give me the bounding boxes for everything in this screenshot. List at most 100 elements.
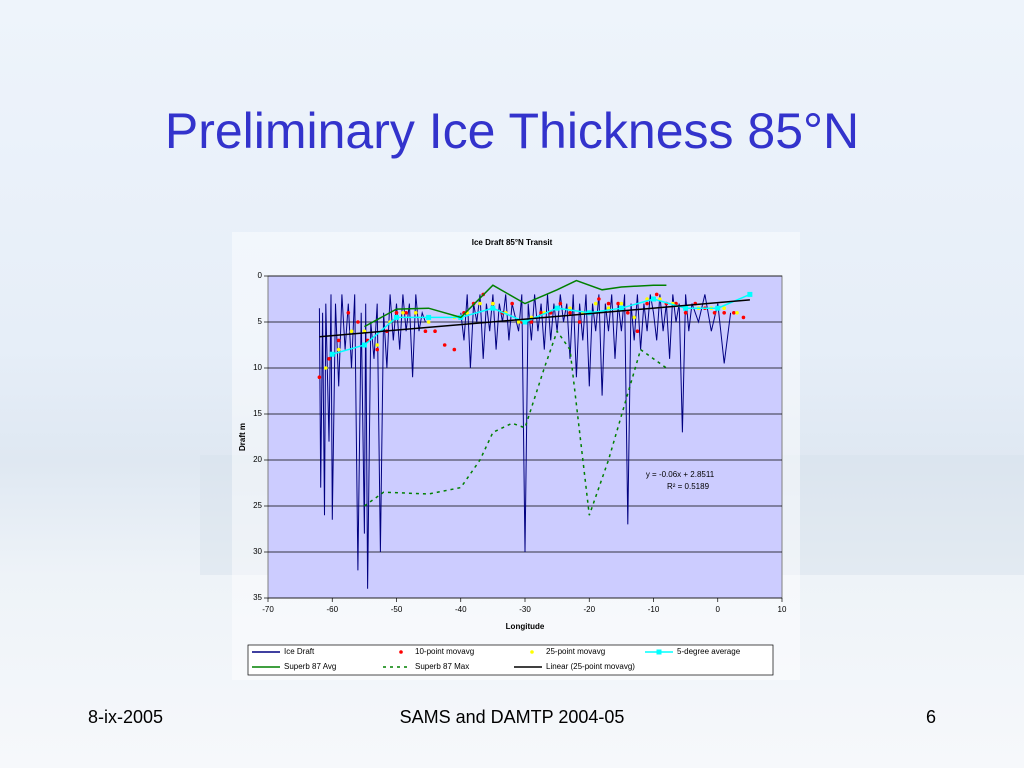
legend-label: Linear (25-point movavg) — [546, 662, 635, 671]
footer-date: 8-ix-2005 — [88, 707, 163, 727]
series-marker — [586, 310, 592, 316]
annotation: R² = 0.5189 — [667, 482, 710, 491]
series-marker — [715, 305, 721, 311]
y-tick-label: 30 — [253, 547, 262, 556]
series-marker — [712, 311, 717, 315]
series-marker — [452, 347, 457, 352]
series-marker — [568, 306, 572, 311]
series-marker — [683, 311, 688, 315]
series-marker — [722, 306, 726, 311]
series-line — [364, 279, 667, 328]
y-tick-label: 25 — [253, 501, 262, 510]
series-marker — [741, 315, 746, 320]
series-line — [318, 294, 732, 589]
series-marker — [616, 301, 620, 306]
y-tick-label: 5 — [258, 317, 263, 326]
series-marker — [401, 311, 405, 315]
series-marker — [735, 311, 739, 315]
series-marker — [516, 320, 521, 324]
chart-title: Ice Draft 85°N Transit — [472, 238, 553, 247]
slide-title: Preliminary Ice Thickness 85°N — [165, 103, 859, 159]
series-marker — [394, 311, 399, 315]
series-marker — [651, 296, 656, 302]
legend-swatch — [656, 649, 662, 655]
series-marker — [554, 305, 560, 311]
x-tick-label: -10 — [648, 605, 660, 614]
legend-label: 10-point movavg — [415, 647, 474, 656]
series-marker — [433, 329, 437, 334]
series-marker — [577, 320, 582, 324]
series-marker — [442, 343, 447, 347]
series-marker — [510, 301, 514, 306]
x-tick-label: -40 — [455, 605, 467, 614]
series-marker — [375, 347, 380, 352]
series-marker — [654, 292, 659, 297]
legend-label: 5-degree average — [677, 647, 741, 656]
series-marker — [478, 301, 482, 306]
series-marker — [423, 329, 428, 334]
series-marker — [683, 305, 689, 311]
series-marker — [618, 305, 624, 311]
x-tick-label: 10 — [778, 605, 787, 614]
series-marker — [426, 320, 431, 324]
series-marker — [346, 311, 351, 315]
series-marker — [645, 301, 649, 306]
series-marker — [336, 347, 341, 352]
series-marker — [539, 311, 543, 315]
series-marker — [375, 343, 380, 347]
series-marker — [491, 301, 495, 306]
series-marker — [336, 338, 341, 343]
x-tick-label: -50 — [391, 605, 403, 614]
legend-label: 25-point movavg — [546, 647, 605, 656]
series-marker — [606, 306, 611, 311]
series-marker — [747, 291, 753, 297]
series-marker — [324, 366, 328, 370]
series-marker — [732, 311, 736, 315]
x-tick-label: -20 — [583, 605, 595, 614]
series-marker — [361, 342, 367, 348]
legend-swatch — [530, 650, 534, 654]
series-marker — [349, 329, 354, 334]
series-marker — [356, 320, 360, 324]
y-axis-label: Draft m — [238, 423, 247, 451]
series-marker — [490, 305, 496, 311]
series-marker — [522, 319, 528, 325]
series-marker — [327, 357, 331, 361]
series-marker — [558, 301, 563, 306]
series-line — [363, 329, 667, 516]
footer-center: SAMS and DAMTP 2004-05 — [400, 707, 625, 727]
footer-page: 6 — [926, 707, 936, 727]
series-marker — [317, 375, 322, 380]
legend-label: Ice Draft — [284, 647, 315, 656]
legend-label: Superb 87 Avg — [284, 662, 336, 671]
series-marker — [568, 311, 572, 315]
series-marker — [529, 320, 534, 324]
y-tick-label: 15 — [253, 409, 262, 418]
series-marker — [635, 329, 640, 334]
legend-swatch — [399, 650, 403, 654]
y-tick-label: 35 — [253, 593, 262, 602]
x-tick-label: -70 — [262, 605, 274, 614]
x-tick-label: 0 — [716, 605, 721, 614]
series-line — [332, 293, 751, 355]
series-marker — [597, 297, 601, 301]
series-marker — [394, 314, 399, 320]
x-tick-label: -30 — [519, 605, 531, 614]
series-marker — [329, 351, 335, 357]
series-marker — [626, 311, 630, 315]
series-marker — [722, 311, 726, 315]
y-tick-label: 20 — [253, 455, 262, 464]
series-marker — [606, 301, 611, 306]
annotation: y = -0.06x + 2.8511 — [646, 470, 715, 479]
series-marker — [593, 301, 598, 306]
legend-label: Superb 87 Max — [415, 662, 469, 671]
y-tick-label: 10 — [253, 363, 262, 372]
y-tick-label: 0 — [258, 271, 263, 280]
series-marker — [426, 314, 432, 320]
series-marker — [632, 315, 637, 320]
x-tick-label: -60 — [326, 605, 338, 614]
x-axis-label: Longitude — [506, 622, 545, 631]
series-marker — [404, 311, 408, 315]
